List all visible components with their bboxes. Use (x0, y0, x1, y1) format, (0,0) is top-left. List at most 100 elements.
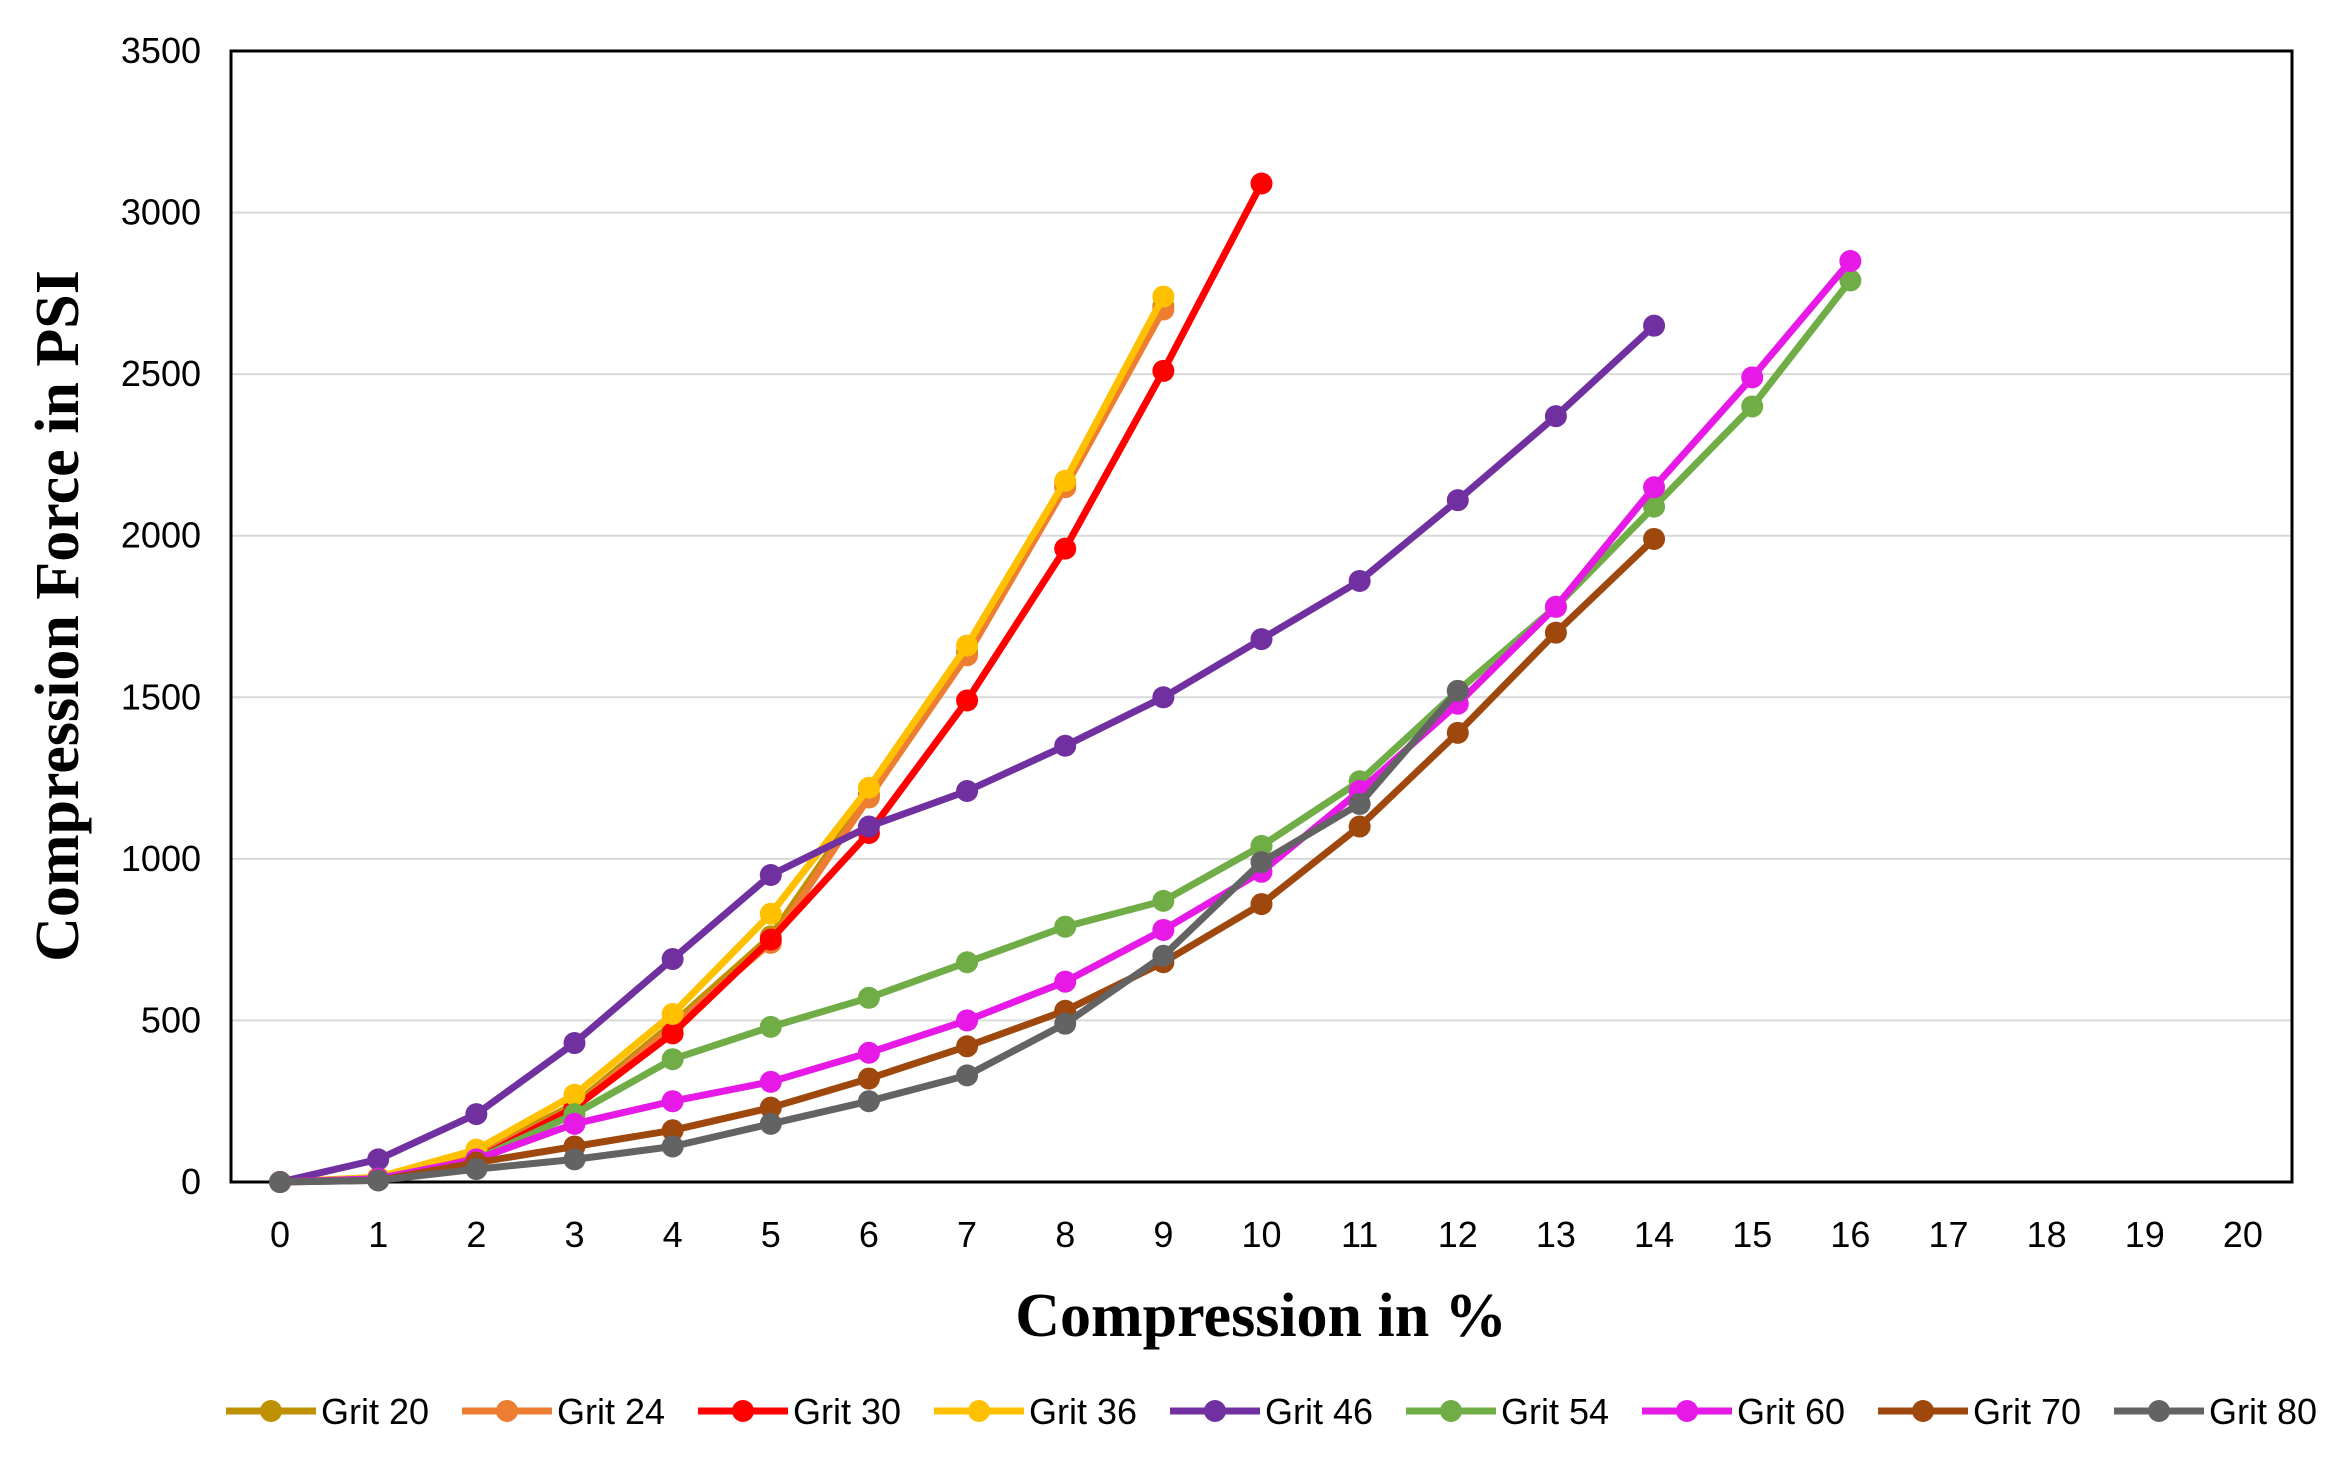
data-point-grit-46 (1446, 489, 1469, 512)
data-point-grit-54 (1054, 915, 1077, 938)
y-tick-label: 2500 (121, 353, 201, 394)
data-point-grit-70 (1446, 721, 1469, 744)
data-point-grit-80 (269, 1171, 292, 1193)
legend-item-grit-24: Grit 24 (462, 1391, 665, 1432)
series-grit-30 (269, 172, 1273, 1193)
x-tick-label: 13 (1536, 1214, 1576, 1255)
data-point-grit-46 (1643, 314, 1666, 337)
data-point-grit-46 (1054, 734, 1077, 757)
data-point-grit-70 (1643, 527, 1666, 550)
legend-item-grit-60: Grit 60 (1642, 1391, 1845, 1432)
legend-label: Grit 54 (1501, 1391, 1609, 1432)
data-point-grit-46 (661, 948, 684, 971)
x-tick-label: 8 (1055, 1214, 1075, 1255)
legend-swatch-marker (1912, 1400, 1934, 1422)
series-grit-80 (269, 679, 1469, 1193)
data-point-grit-46 (1250, 628, 1273, 651)
legend-label: Grit 70 (1973, 1391, 2081, 1432)
data-point-grit-70 (1348, 815, 1371, 838)
data-point-grit-36 (857, 776, 880, 799)
legend-label: Grit 80 (2209, 1391, 2317, 1432)
data-point-grit-70 (956, 1035, 979, 1058)
data-point-grit-80 (1152, 944, 1175, 967)
data-point-grit-54 (857, 986, 880, 1009)
data-point-grit-46 (1544, 405, 1567, 428)
data-point-grit-30 (1054, 537, 1077, 560)
data-point-grit-46 (1348, 569, 1371, 592)
data-point-grit-36 (1054, 469, 1077, 492)
y-tick-label: 3500 (121, 30, 201, 71)
legend-item-grit-46: Grit 46 (1170, 1391, 1373, 1432)
series-grit-20 (269, 295, 1175, 1193)
data-point-grit-80 (1250, 851, 1273, 874)
x-tick-label: 17 (1928, 1214, 1968, 1255)
x-tick-label: 9 (1153, 1214, 1173, 1255)
x-tick-label: 12 (1438, 1214, 1478, 1255)
data-point-grit-80 (1054, 1012, 1077, 1035)
data-point-grit-54 (956, 951, 979, 974)
data-point-grit-46 (367, 1148, 390, 1171)
gridlines (231, 211, 2292, 1022)
legend-label: Grit 20 (321, 1391, 429, 1432)
data-point-grit-30 (661, 1022, 684, 1045)
data-point-grit-60 (661, 1090, 684, 1113)
data-point-grit-80 (465, 1158, 488, 1181)
x-tick-label: 1 (368, 1214, 388, 1255)
x-tick-label: 20 (2223, 1214, 2263, 1255)
data-point-grit-30 (1250, 172, 1273, 195)
data-point-grit-54 (1643, 495, 1666, 518)
data-point-grit-60 (1544, 595, 1567, 618)
legend-swatch-marker (2148, 1400, 2170, 1422)
legend-swatch-marker (968, 1400, 990, 1422)
data-point-grit-80 (956, 1064, 979, 1087)
series-grit-36 (269, 285, 1175, 1193)
x-axis-ticks: 0 1 2 3 4 5 6 7 8 9 10 11 12 13 14 15 16 17 18 19 20 (270, 1214, 2263, 1255)
x-tick-label: 7 (957, 1214, 977, 1255)
data-point-grit-60 (956, 1009, 979, 1032)
plot-area-frame (229, 49, 2294, 1184)
data-point-grit-54 (661, 1048, 684, 1071)
x-tick-label: 11 (1341, 1214, 1378, 1255)
data-point-grit-54 (1839, 269, 1862, 292)
data-point-grit-46 (857, 815, 880, 838)
y-tick-label: 2000 (121, 515, 201, 556)
legend-item-grit-30: Grit 30 (698, 1391, 901, 1432)
legend-label: Grit 60 (1737, 1391, 1845, 1432)
data-point-grit-80 (1348, 792, 1371, 815)
y-axis-ticks: 0 500 1000 1500 2000 2500 3000 3500 (121, 30, 201, 1202)
legend-item-grit-70: Grit 70 (1878, 1391, 2081, 1432)
data-point-grit-46 (759, 864, 782, 887)
data-point-grit-70 (759, 1096, 782, 1119)
data-point-grit-70 (661, 1119, 684, 1142)
x-tick-label: 3 (564, 1214, 584, 1255)
data-point-grit-54 (759, 1015, 782, 1038)
data-point-grit-60 (563, 1112, 586, 1135)
series-line-grit-60 (276, 257, 1854, 1186)
series-layer (269, 172, 1862, 1193)
legend-swatch-marker (260, 1400, 282, 1422)
data-point-grit-46 (563, 1032, 586, 1055)
legend-item-grit-20: Grit 20 (226, 1391, 429, 1432)
legend-swatch-marker (1204, 1400, 1226, 1422)
data-point-grit-60 (1054, 970, 1077, 993)
series-grit-54 (269, 269, 1862, 1193)
legend-label: Grit 36 (1029, 1391, 1137, 1432)
legend-label: Grit 30 (793, 1391, 901, 1432)
data-point-grit-36 (661, 1002, 684, 1025)
data-point-grit-54 (1250, 834, 1273, 857)
data-point-grit-30 (956, 689, 979, 712)
data-point-grit-46 (956, 779, 979, 802)
x-tick-label: 2 (466, 1214, 486, 1255)
data-point-grit-70 (1544, 621, 1567, 644)
y-axis-title: Compression Force in PSI (24, 270, 92, 962)
data-point-grit-80 (661, 1135, 684, 1158)
legend-label: Grit 24 (557, 1391, 665, 1432)
x-tick-label: 4 (663, 1214, 683, 1255)
y-tick-label: 3000 (121, 192, 201, 233)
legend-swatch-marker (732, 1400, 754, 1422)
x-tick-label: 0 (270, 1214, 290, 1255)
series-line-grit-24 (276, 306, 1167, 1186)
legend-item-grit-80: Grit 80 (2114, 1391, 2317, 1432)
x-tick-label: 15 (1732, 1214, 1772, 1255)
